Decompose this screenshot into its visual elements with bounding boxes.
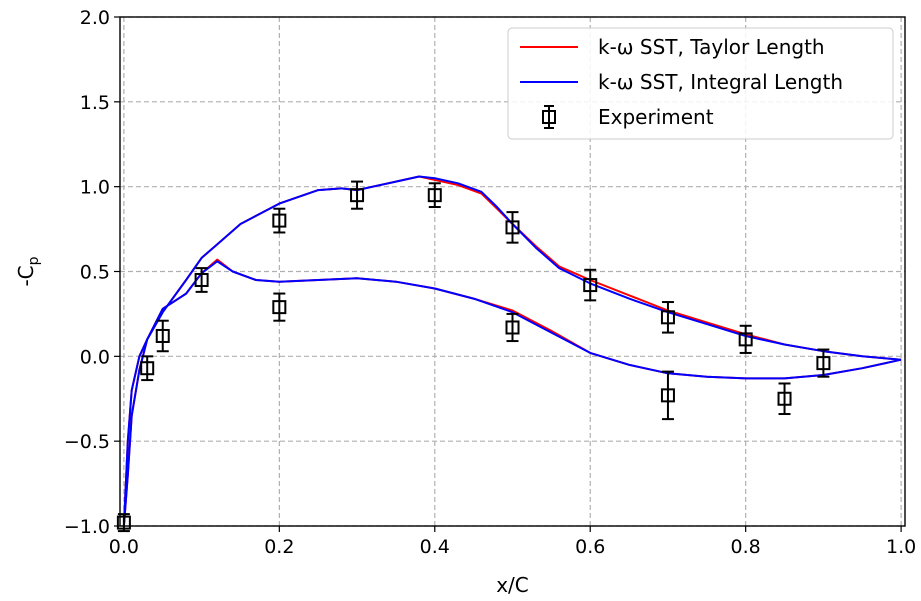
experiment-point xyxy=(427,182,442,209)
square-marker xyxy=(660,310,675,325)
square-marker xyxy=(660,388,675,403)
square-marker xyxy=(194,272,209,287)
x-axis-title: x/C xyxy=(496,573,529,597)
legend-marker-experiment xyxy=(542,105,556,129)
x-tick-label: 0.0 xyxy=(109,536,139,558)
experiment-point xyxy=(155,319,170,353)
square-marker xyxy=(738,332,753,347)
series-integral-lower-line xyxy=(122,260,902,527)
experiment-point xyxy=(140,355,155,382)
experiment-point xyxy=(272,292,287,322)
y-tick-label: 1.0 xyxy=(80,177,110,199)
square-marker xyxy=(272,213,287,228)
experiment-point xyxy=(583,268,598,302)
y-tick-label: −1.0 xyxy=(64,516,110,538)
x-tick-label: 0.4 xyxy=(420,536,450,558)
experiment-point xyxy=(194,267,209,293)
square-marker xyxy=(155,328,170,343)
experiment-point xyxy=(816,348,831,378)
legend-box xyxy=(507,27,894,140)
legend-label-integral: k-ω SST, Integral Length xyxy=(598,70,843,94)
square-marker xyxy=(350,188,365,203)
series-layer xyxy=(122,175,902,527)
axis-ticks: 0.0 0.2 0.4 0.6 0.8 1.0 −1.0 −0.5 0.0 0.5 1.0 1.5 2.… xyxy=(64,7,916,558)
legend-label-taylor: k-ω SST, Taylor Length xyxy=(598,35,825,59)
square-marker xyxy=(427,188,442,203)
square-marker xyxy=(777,391,792,406)
experiment-point xyxy=(738,324,753,354)
experiment-point xyxy=(272,207,287,234)
y-axis-title-main: -C xyxy=(14,265,38,286)
legend: k-ω SST, Taylor Length k-ω SST, Integral… xyxy=(507,27,894,140)
experiment-point xyxy=(660,370,675,421)
y-axis-title-subscript: p xyxy=(26,256,42,265)
y-axis-title: -Cp xyxy=(14,256,42,286)
square-marker xyxy=(505,220,520,235)
y-tick-label: 0.0 xyxy=(80,346,110,368)
x-tick-label: 0.8 xyxy=(731,536,761,558)
x-tick-label: 0.2 xyxy=(264,536,294,558)
square-marker xyxy=(583,278,598,293)
square-marker xyxy=(140,361,155,376)
experiment-point xyxy=(777,382,792,416)
square-marker xyxy=(505,320,520,335)
experiment-point xyxy=(505,211,520,244)
square-marker xyxy=(272,300,287,315)
x-tick-label: 1.0 xyxy=(886,536,916,558)
experiment-point xyxy=(660,301,675,334)
y-tick-label: 0.5 xyxy=(80,262,110,284)
legend-square-marker xyxy=(542,110,556,124)
experiment-point xyxy=(350,180,365,210)
y-tick-label: 1.5 xyxy=(80,92,110,114)
experiment-point xyxy=(505,312,520,343)
x-tick-label: 0.6 xyxy=(575,536,605,558)
square-marker xyxy=(816,356,831,371)
y-tick-label: −0.5 xyxy=(64,431,110,453)
y-tick-label: 2.0 xyxy=(80,7,110,29)
legend-label-experiment: Experiment xyxy=(598,105,714,129)
